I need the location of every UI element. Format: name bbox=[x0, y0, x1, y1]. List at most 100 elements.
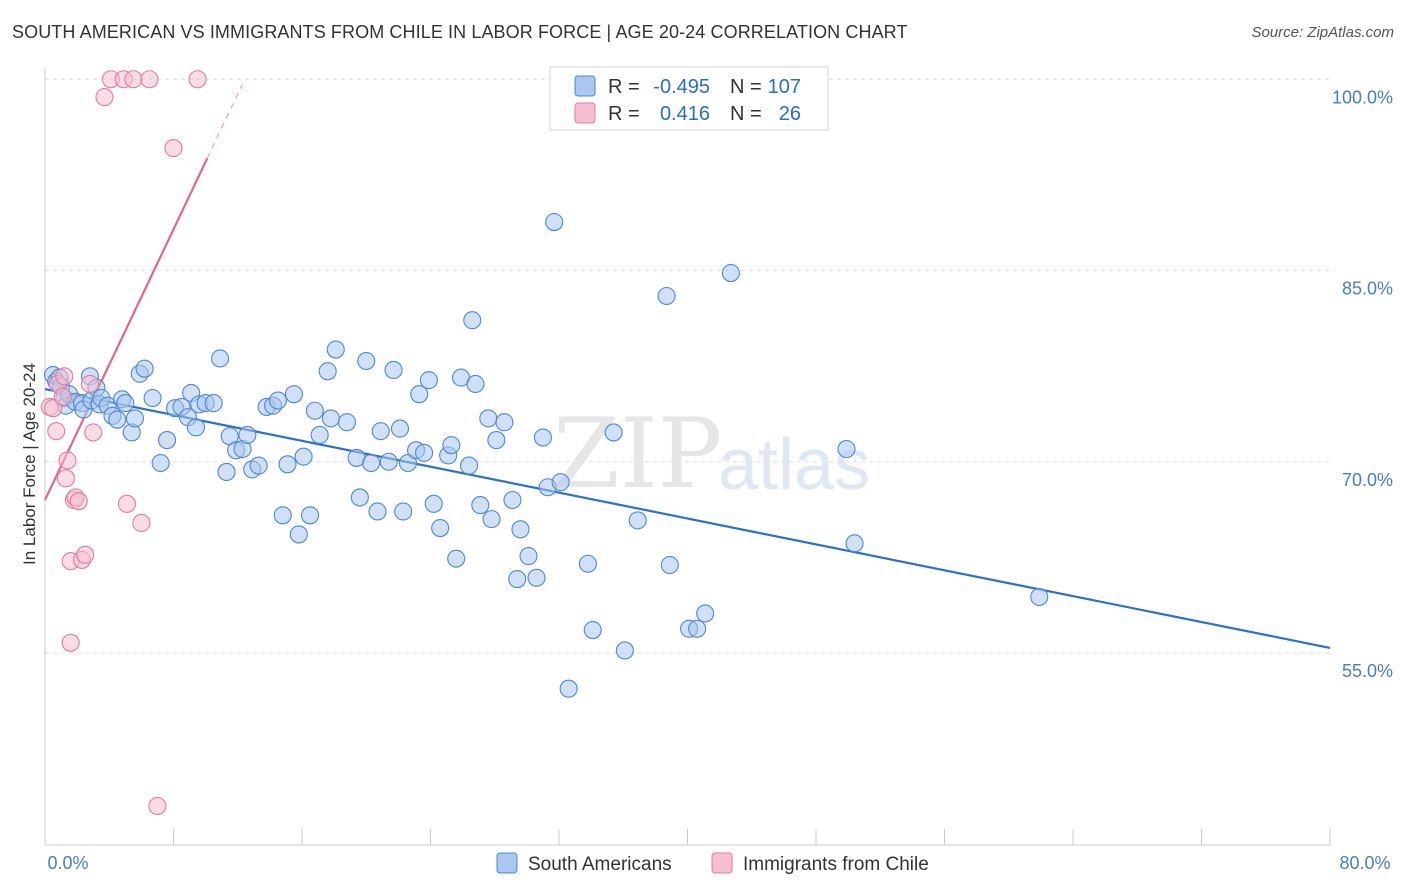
data-point-south-american bbox=[463, 311, 482, 330]
data-point-south-american bbox=[578, 554, 597, 573]
data-point-south-american bbox=[318, 362, 337, 381]
data-point-south-american bbox=[289, 525, 308, 544]
data-point-south-american bbox=[415, 443, 434, 462]
data-point-south-american bbox=[108, 410, 127, 429]
data-point-south-american bbox=[604, 423, 623, 442]
data-point-south-american bbox=[204, 394, 223, 413]
trend-line-south-americans bbox=[44, 387, 1331, 649]
stat-legend-n-label: N = bbox=[730, 76, 762, 98]
data-point-south-american bbox=[615, 641, 634, 660]
stat-legend-r-label: R = bbox=[608, 76, 640, 98]
watermark-atlas: atlas bbox=[718, 425, 870, 505]
data-point-immigrant-from-chile bbox=[140, 70, 159, 89]
data-point-south-american bbox=[310, 425, 329, 445]
data-point-south-american bbox=[696, 604, 715, 623]
data-point-south-american bbox=[151, 453, 170, 473]
data-point-south-american bbox=[394, 502, 413, 521]
data-point-south-american bbox=[410, 385, 429, 404]
stat-legend-pink-swatch bbox=[574, 102, 596, 124]
data-point-south-american bbox=[384, 360, 403, 380]
data-point-south-american bbox=[551, 473, 570, 492]
y-tick-label: 85.0% bbox=[1342, 279, 1393, 299]
data-point-south-american bbox=[368, 502, 387, 521]
y-tick-label: 100.0% bbox=[1332, 87, 1393, 107]
data-point-immigrant-from-chile bbox=[95, 88, 114, 107]
data-point-south-american bbox=[186, 418, 206, 437]
chart-title: SOUTH AMERICAN VS IMMIGRANTS FROM CHILE … bbox=[12, 22, 908, 42]
data-point-south-american bbox=[249, 456, 268, 475]
axis-layer bbox=[44, 68, 1331, 846]
data-point-south-american bbox=[466, 374, 485, 394]
data-point-south-american bbox=[479, 409, 498, 428]
stat-legend-n-value: 26 bbox=[779, 103, 801, 125]
data-point-south-american bbox=[657, 286, 676, 306]
data-point-immigrant-from-chile bbox=[117, 494, 136, 513]
data-point-south-american bbox=[721, 263, 740, 283]
data-point-immigrant-from-chile bbox=[164, 139, 183, 158]
data-point-south-american bbox=[337, 413, 357, 432]
data-point-immigrant-from-chile bbox=[84, 423, 103, 442]
stat-legend-n-value: 107 bbox=[768, 76, 801, 98]
data-point-south-american bbox=[398, 453, 418, 473]
data-point-immigrant-from-chile bbox=[124, 70, 143, 89]
data-point-south-american bbox=[211, 349, 230, 368]
y-tick-label: 55.0% bbox=[1342, 661, 1393, 681]
pink-trend-layer bbox=[44, 83, 244, 501]
data-point-immigrant-from-chile bbox=[132, 513, 151, 533]
data-point-south-american bbox=[1030, 587, 1049, 606]
data-point-south-american bbox=[390, 419, 410, 438]
data-point-south-american bbox=[660, 555, 679, 575]
y-axis-label: In Labor Force | Age 20-24 bbox=[20, 363, 39, 565]
data-point-immigrant-from-chile bbox=[55, 367, 74, 386]
blue-points-layer bbox=[43, 213, 1049, 698]
watermark-zip: ZIP bbox=[553, 398, 722, 510]
data-point-south-american bbox=[508, 569, 527, 589]
data-point-south-american bbox=[284, 385, 304, 404]
data-point-immigrant-from-chile bbox=[188, 70, 207, 89]
data-point-south-american bbox=[158, 431, 177, 450]
data-point-south-american bbox=[495, 413, 514, 432]
bottom-legend: South Americans Immigrants from Chile bbox=[496, 852, 929, 875]
legend-label-south-americans[interactable]: South Americans bbox=[528, 854, 672, 875]
x-tick-label: 80.0% bbox=[1339, 853, 1390, 873]
stat-legend-n-label: N = bbox=[730, 103, 762, 125]
data-point-immigrant-from-chile bbox=[80, 374, 100, 394]
legend-swatch-immigrants-from-chile[interactable] bbox=[711, 852, 733, 874]
pink-points-layer bbox=[40, 70, 207, 816]
data-point-south-american bbox=[527, 568, 546, 587]
tick-label-layer: 55.0% 70.0% 85.0% 100.0% 0.0% 80.0% bbox=[47, 87, 1393, 873]
data-point-south-american bbox=[217, 462, 236, 482]
legend-swatch-south-americans[interactable] bbox=[496, 852, 518, 874]
data-point-south-american bbox=[273, 506, 292, 525]
data-point-south-american bbox=[238, 425, 257, 445]
data-point-south-american bbox=[350, 488, 369, 507]
data-point-south-american bbox=[371, 422, 390, 441]
data-point-south-american bbox=[519, 547, 538, 566]
stat-legend-blue-swatch bbox=[574, 75, 596, 97]
legend-label-immigrants-from-chile[interactable]: Immigrants from Chile bbox=[743, 854, 929, 875]
data-point-south-american bbox=[268, 391, 287, 410]
data-point-immigrant-from-chile bbox=[47, 422, 66, 441]
data-point-south-american bbox=[116, 394, 135, 413]
data-point-south-american bbox=[447, 549, 466, 568]
data-point-south-american bbox=[305, 401, 324, 420]
data-point-south-american bbox=[357, 351, 376, 371]
stat-legend-r-value: -0.495 bbox=[653, 76, 710, 98]
data-point-immigrant-from-chile bbox=[56, 469, 75, 488]
data-point-south-american bbox=[362, 453, 381, 473]
data-point-south-american bbox=[135, 359, 154, 378]
stat-legend-r-value: 0.416 bbox=[660, 103, 710, 125]
data-point-south-american bbox=[294, 447, 313, 466]
trend-line-extrapolation bbox=[206, 83, 244, 159]
data-point-south-american bbox=[545, 213, 564, 232]
data-point-south-american bbox=[442, 436, 461, 455]
data-point-south-american bbox=[837, 439, 856, 459]
data-point-immigrant-from-chile bbox=[58, 451, 77, 470]
data-point-south-american bbox=[459, 456, 479, 475]
data-point-south-american bbox=[845, 534, 864, 553]
grid-layer bbox=[45, 78, 1330, 654]
data-point-south-american bbox=[487, 431, 506, 450]
data-point-south-american bbox=[419, 371, 438, 390]
data-point-immigrant-from-chile bbox=[76, 545, 95, 564]
